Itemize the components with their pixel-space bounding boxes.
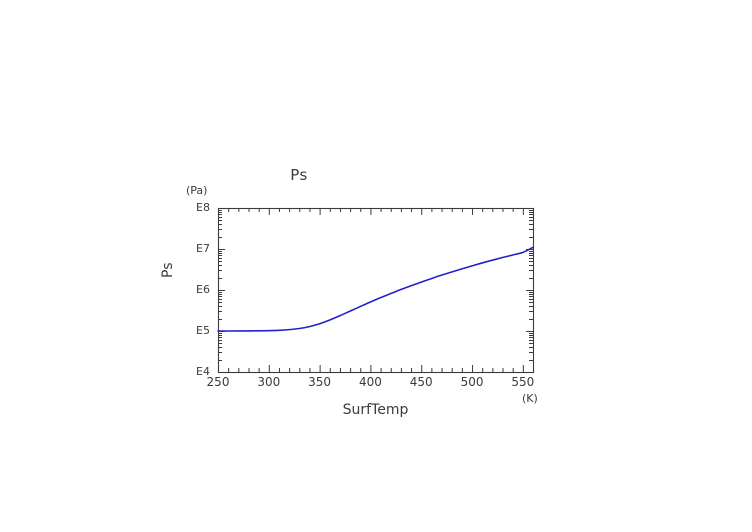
x-tick-label: 350	[308, 375, 332, 389]
y-tick-label: E8	[196, 201, 210, 214]
y-tick-label: E6	[196, 283, 210, 296]
x-tick-label: 400	[358, 375, 382, 389]
y-tick-label: E7	[196, 242, 210, 255]
x-tick-label: 450	[409, 375, 433, 389]
y-axis-unit-label: (Pa)	[186, 184, 208, 197]
x-tick-label: 550	[511, 375, 535, 389]
y-tick-label: E4	[196, 365, 210, 378]
x-axis-title: SurfTemp	[342, 402, 409, 418]
chart-title: Ps	[290, 166, 308, 184]
x-axis-unit-label: (K)	[522, 392, 538, 405]
plot-frame	[217, 207, 535, 374]
x-tick-label: 250	[206, 375, 230, 389]
x-tick-label: 300	[257, 375, 281, 389]
axis-ticks	[218, 208, 534, 373]
x-tick-label: 500	[460, 375, 484, 389]
data-series-line	[217, 246, 534, 332]
y-tick-label: E5	[196, 324, 210, 337]
